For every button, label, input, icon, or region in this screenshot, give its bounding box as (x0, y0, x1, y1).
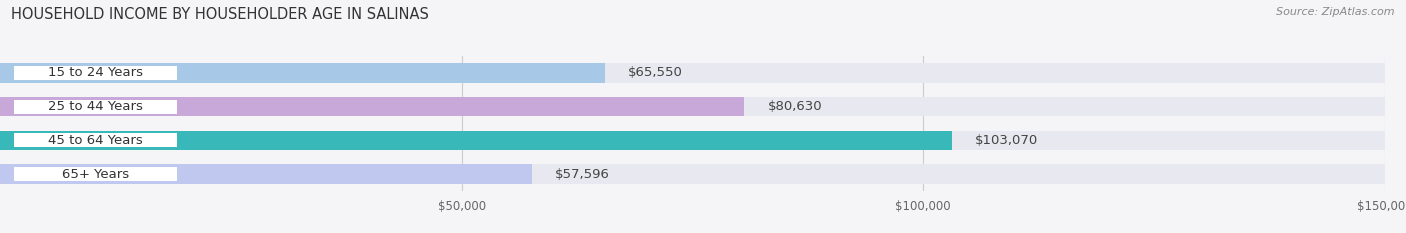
Bar (0, 63, 605, 83)
Text: HOUSEHOLD INCOME BY HOUSEHOLDER AGE IN SALINAS: HOUSEHOLD INCOME BY HOUSEHOLDER AGE IN S… (11, 7, 429, 22)
Text: $80,630: $80,630 (768, 100, 823, 113)
Text: $103,070: $103,070 (974, 134, 1038, 147)
Bar (14, 133, 177, 147)
Bar (0, 164, 531, 184)
Bar (14, 99, 177, 114)
Text: 15 to 24 Years: 15 to 24 Years (48, 66, 143, 79)
Bar (14, 167, 177, 181)
Text: 65+ Years: 65+ Years (62, 168, 129, 181)
Text: $65,550: $65,550 (628, 66, 683, 79)
Bar (0, 97, 744, 116)
Bar (0, 97, 1385, 116)
Bar (14, 66, 177, 80)
Bar (0, 130, 952, 150)
Text: Source: ZipAtlas.com: Source: ZipAtlas.com (1277, 7, 1395, 17)
Bar (0, 164, 1385, 184)
Text: 45 to 64 Years: 45 to 64 Years (48, 134, 143, 147)
Bar (0, 130, 1385, 150)
Text: 25 to 44 Years: 25 to 44 Years (48, 100, 143, 113)
Text: $57,596: $57,596 (555, 168, 610, 181)
Bar (0, 63, 1385, 83)
